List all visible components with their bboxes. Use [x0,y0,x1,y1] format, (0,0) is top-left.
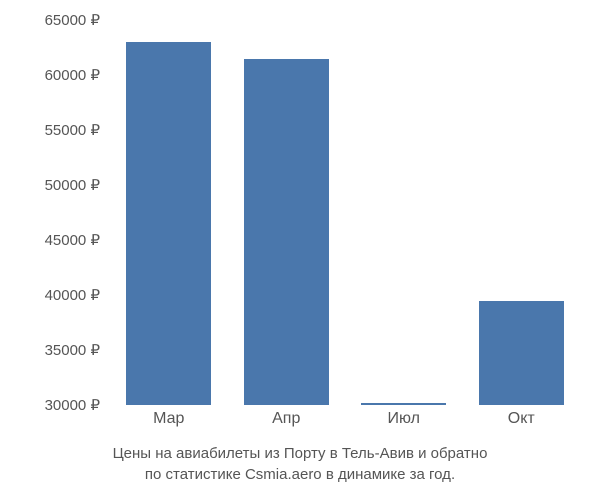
y-tick-label: 30000 ₽ [20,396,100,414]
y-tick-label: 35000 ₽ [20,341,100,359]
y-tick-label: 60000 ₽ [20,66,100,84]
y-tick-label: 50000 ₽ [20,176,100,194]
y-tick-label: 45000 ₽ [20,231,100,249]
bar [244,59,329,406]
bar [479,301,564,406]
x-tick-label: Окт [508,410,535,428]
x-tick-label: Июл [388,410,420,428]
x-tick-label: Мар [153,410,184,428]
plot-area [110,20,580,405]
y-tick-label: 55000 ₽ [20,121,100,139]
x-axis: Мар Апр Июл Окт [110,410,580,435]
y-tick-label: 40000 ₽ [20,286,100,304]
x-tick-label: Апр [272,410,300,428]
caption-line-1: Цены на авиабилеты из Порту в Тель-Авив … [113,445,488,462]
y-axis: 30000 ₽35000 ₽40000 ₽45000 ₽50000 ₽55000… [20,20,105,405]
chart-caption: Цены на авиабилеты из Порту в Тель-Авив … [0,443,600,485]
bar [126,42,211,405]
bar [361,403,446,405]
y-tick-label: 65000 ₽ [20,11,100,29]
caption-line-2: по статистике Csmia.aero в динамике за г… [145,466,455,483]
price-chart: 30000 ₽ 35000 ₽ 40000 ₽ 45000 ₽ 50000 ₽ 55000… [20,10,580,440]
